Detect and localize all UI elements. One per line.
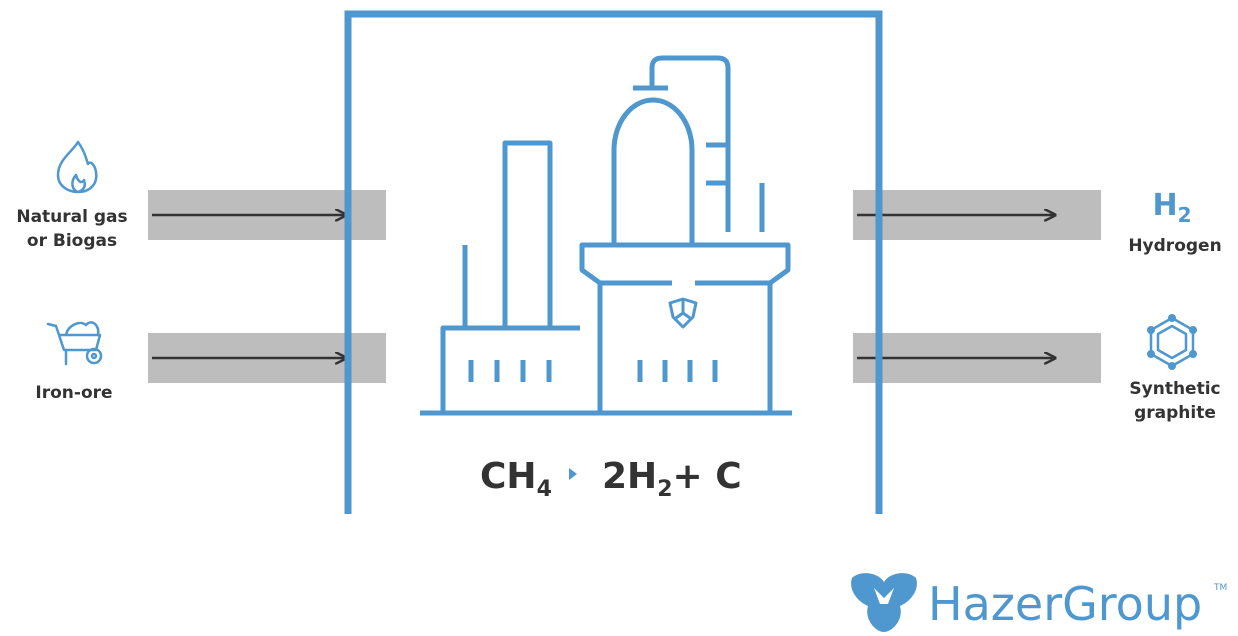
input-label: or Biogas xyxy=(27,231,117,251)
symbol-text: H xyxy=(1152,188,1177,223)
equation-product: 2H2+ C xyxy=(602,456,742,502)
factory-icon xyxy=(420,55,792,416)
eq-text: CH xyxy=(480,456,537,497)
flow-arrows xyxy=(152,215,1055,358)
output-label: Synthetic xyxy=(1129,379,1220,399)
eq-text: + C xyxy=(673,456,742,497)
equation-arrow xyxy=(569,468,577,480)
input-label: Natural gas xyxy=(16,207,127,227)
reactor-box xyxy=(344,10,883,514)
logo-trademark: TM xyxy=(1213,583,1227,593)
eq-text: 2H xyxy=(602,456,657,497)
flow-bars xyxy=(148,190,1101,383)
equation-reactant: CH4 xyxy=(480,456,552,502)
logo-mark xyxy=(851,573,917,632)
eq-subscript: 4 xyxy=(537,477,552,502)
graphite-icon xyxy=(1147,314,1197,370)
hydrogen-symbol: H2 xyxy=(1152,188,1191,227)
eq-subscript: 2 xyxy=(657,477,672,502)
output-label: graphite xyxy=(1134,403,1216,423)
flame-icon xyxy=(56,140,98,194)
logo-name: HazerGroup xyxy=(928,577,1202,631)
symbol-subscript: 2 xyxy=(1178,203,1192,227)
output-label: Hydrogen xyxy=(1128,236,1221,256)
wheelbarrow-icon xyxy=(46,321,103,366)
input-label: Iron-ore xyxy=(35,383,112,403)
